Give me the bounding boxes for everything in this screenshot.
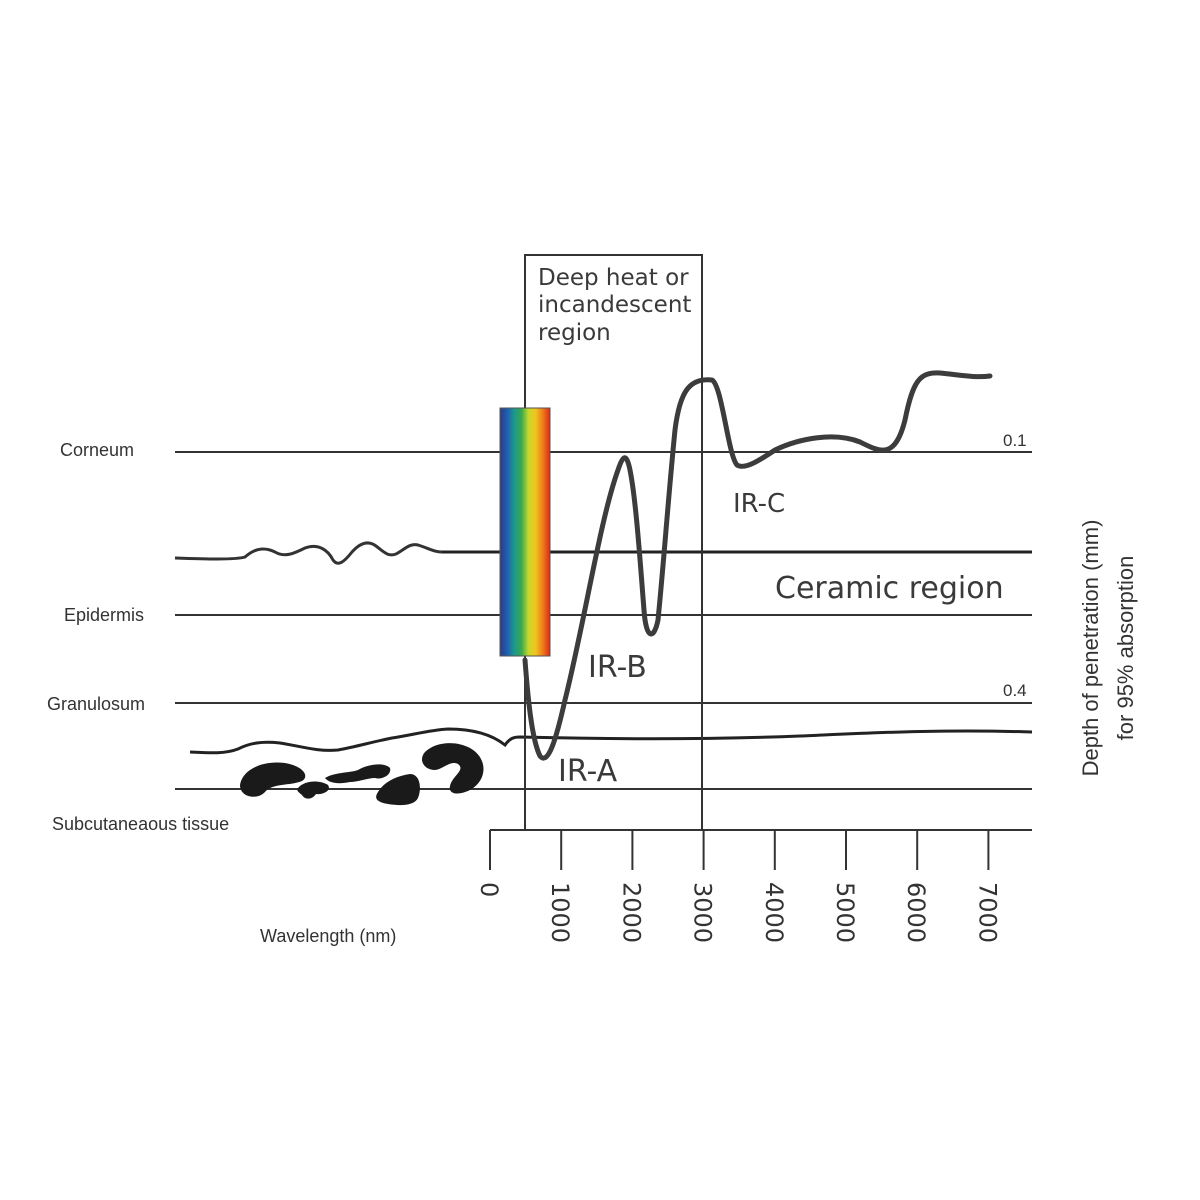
ir-a-label: IR-A — [558, 754, 618, 789]
x-tick-label: 7000 — [973, 882, 1001, 943]
x-tick-label: 3000 — [689, 882, 717, 943]
skin-surface-wave — [174, 541, 443, 565]
x-tick-label: 0 — [475, 882, 503, 897]
visible-spectrum-bar — [499, 407, 551, 657]
granulosum-label: Granulosum — [47, 694, 145, 714]
x-axis-title: Wavelength (nm) — [260, 926, 396, 946]
ir-b-label: IR-B — [588, 650, 647, 685]
y-axis-title-line-1: Depth of penetration (mm) — [1078, 520, 1103, 777]
x-tick-label: 2000 — [617, 882, 645, 943]
x-tick-label: 6000 — [902, 882, 930, 943]
epidermis-label: Epidermis — [64, 605, 144, 625]
x-tick-label: 4000 — [760, 882, 788, 943]
deep-heat-label-line-3: region — [538, 320, 611, 346]
ceramic-region-label: Ceramic region — [775, 571, 1004, 606]
deep-heat-label-line-2: incandescent — [538, 292, 691, 318]
x-tick-label: 5000 — [831, 882, 859, 943]
subcutaneous-label: Subcutaneaous tissue — [52, 814, 229, 834]
depth-mark-bottom: 0.4 — [1003, 681, 1027, 700]
tissue-boundary-wave — [189, 727, 1033, 755]
deep-heat-label-line-1: Deep heat or — [538, 265, 689, 291]
x-tick-label: 1000 — [546, 882, 574, 943]
corneum-label: Corneum — [60, 440, 134, 460]
subcutaneous-cells — [240, 743, 484, 806]
y-axis-title-line-2: for 95% absorption — [1113, 556, 1138, 741]
ir-c-label: IR-C — [733, 489, 785, 519]
absorption-curve — [522, 370, 993, 761]
depth-mark-top: 0.1 — [1003, 431, 1027, 450]
x-axis-ticks: 0 1000 2000 3000 4000 5000 6000 7000 — [475, 830, 1001, 943]
